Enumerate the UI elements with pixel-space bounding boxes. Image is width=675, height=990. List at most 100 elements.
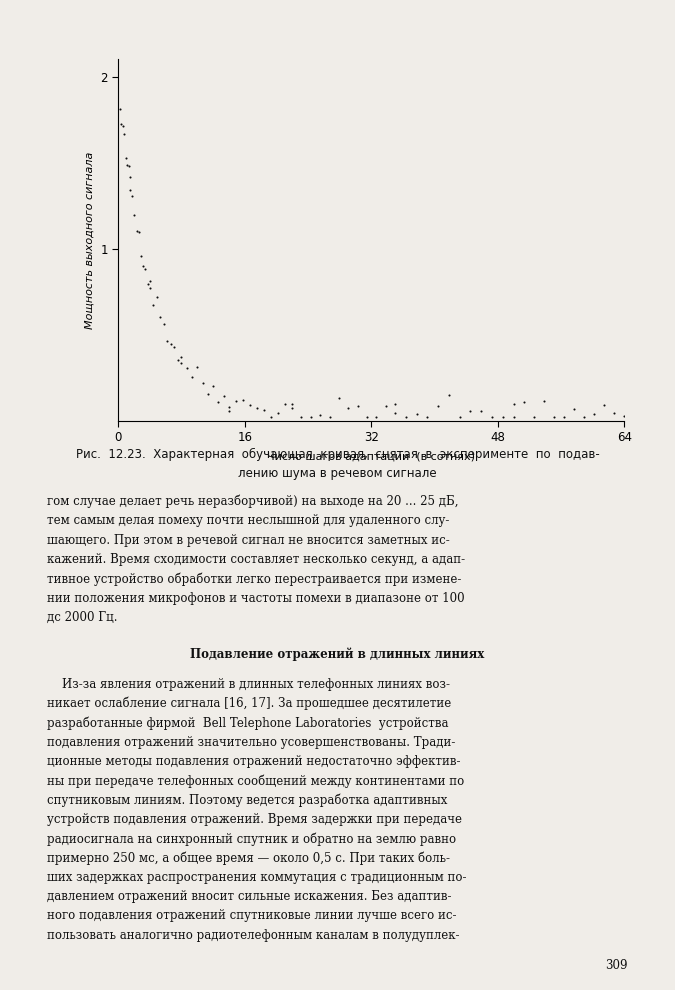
Text: гом случае делает речь неразборчивой) на выходе на 20 ... 25 дБ,: гом случае делает речь неразборчивой) на… (47, 495, 459, 509)
Point (223, 399, 234, 415)
Point (144, 273, 155, 289)
Point (609, 405, 620, 421)
Point (443, 387, 454, 403)
Point (315, 407, 325, 423)
Point (138, 257, 148, 273)
Point (140, 260, 151, 276)
Text: Рис.  12.23.  Характерная  обучающая  кривая,  снятая  в  эксперименте  по  пода: Рис. 12.23. Характерная обучающая кривая… (76, 447, 599, 460)
Text: тивное устройство обработки легко перестраивается при измене-: тивное устройство обработки легко перест… (47, 572, 462, 586)
Point (186, 368, 197, 384)
Text: шающего. При этом в речевой сигнал не вносится заметных ис-: шающего. При этом в речевой сигнал не вн… (47, 534, 450, 546)
Point (125, 169, 136, 185)
Point (148, 297, 159, 313)
Point (134, 225, 144, 241)
Point (244, 397, 255, 413)
Point (508, 410, 519, 426)
Text: лению шума в речевом сигнале: лению шума в речевом сигнале (238, 467, 437, 480)
Point (230, 393, 241, 409)
Point (487, 410, 497, 426)
Point (273, 405, 284, 421)
X-axis label: Число шагов адаптации  (в сотнях): Число шагов адаптации (в сотнях) (267, 451, 475, 461)
Point (371, 410, 381, 426)
Y-axis label: Мощность выходного сигнала: Мощность выходного сигнала (84, 151, 95, 329)
Point (114, 101, 125, 117)
Text: подавления отражений значительно усовершенствованы. Тради-: подавления отражений значительно усоверш… (47, 736, 456, 748)
Point (223, 403, 234, 419)
Point (422, 410, 433, 426)
Point (266, 410, 277, 426)
Text: никает ослабление сигнала [16, 17]. За прошедшее десятилетие: никает ослабление сигнала [16, 17]. За п… (47, 697, 452, 711)
Point (559, 409, 570, 425)
Point (508, 396, 519, 412)
Point (352, 399, 363, 415)
Point (238, 392, 248, 408)
Point (589, 406, 599, 422)
Point (169, 339, 180, 354)
Point (400, 410, 411, 426)
Text: спутниковым линиям. Поэтому ведется разработка адаптивных: спутниковым линиям. Поэтому ведется разр… (47, 794, 448, 807)
Text: давлением отражений вносит сильные искажения. Без адаптив-: давлением отражений вносит сильные искаж… (47, 890, 452, 903)
Text: дс 2000 Гц.: дс 2000 Гц. (47, 611, 117, 624)
Point (120, 150, 131, 166)
Text: кажений. Время сходимости составляет несколько секунд, а адап-: кажений. Время сходимости составляет нес… (47, 552, 465, 566)
Point (192, 359, 202, 375)
Point (125, 182, 136, 198)
Point (123, 157, 134, 173)
Point (127, 188, 138, 204)
Text: устройств подавления отражений. Время задержки при передаче: устройств подавления отражений. Время за… (47, 813, 462, 826)
Text: ционные методы подавления отражений недостаточно эффектив-: ционные методы подавления отражений недо… (47, 754, 461, 768)
Point (529, 410, 539, 426)
Point (454, 410, 465, 426)
Point (208, 378, 219, 394)
Point (162, 334, 173, 349)
Point (476, 403, 487, 419)
Point (129, 207, 140, 223)
Text: разработанные фирмой  Bell Telephone Laboratories  устройства: разработанные фирмой Bell Telephone Labo… (47, 717, 449, 730)
Point (116, 116, 127, 132)
Text: пользовать аналогично радиотелефонным каналам в полудуплек-: пользовать аналогично радиотелефонным ка… (47, 929, 460, 941)
Point (549, 409, 560, 425)
Point (142, 276, 153, 292)
Text: 309: 309 (605, 959, 628, 972)
Point (279, 397, 290, 413)
Point (252, 400, 263, 416)
Point (380, 398, 391, 414)
Point (136, 248, 146, 264)
Point (333, 390, 344, 406)
Text: примерно 250 мс, а общее время — около 0,5 с. При таких боль-: примерно 250 мс, а общее время — около 0… (47, 851, 450, 865)
Point (176, 354, 187, 370)
Text: Из-за явления отражений в длинных телефонных линиях воз-: Из-за явления отражений в длинных телефо… (47, 677, 450, 691)
Point (389, 396, 400, 412)
Point (259, 402, 269, 418)
Point (389, 405, 400, 421)
Point (155, 309, 166, 325)
Point (122, 157, 132, 173)
Text: нии положения микрофонов и частоты помехи в диапазоне от 100: нии положения микрофонов и частоты помех… (47, 592, 465, 605)
Point (578, 410, 589, 426)
Point (411, 406, 422, 422)
Point (306, 410, 317, 426)
Point (119, 127, 130, 143)
Text: ного подавления отражений спутниковые линии лучше всего ис-: ного подавления отражений спутниковые ли… (47, 909, 457, 923)
Point (197, 375, 208, 391)
Text: ших задержках распространения коммутация с традиционным по-: ших задержках распространения коммутация… (47, 871, 466, 884)
Point (287, 400, 298, 416)
Point (343, 400, 354, 416)
Point (287, 396, 298, 412)
Point (497, 410, 508, 426)
Point (202, 386, 213, 402)
Point (324, 409, 335, 425)
Text: тем самым делая помеху почти неслышной для удаленного слу-: тем самым делая помеху почти неслышной д… (47, 515, 450, 528)
Point (144, 280, 155, 296)
Point (539, 394, 549, 410)
Point (465, 403, 476, 419)
Text: Подавление отражений в длинных линиях: Подавление отражений в длинных линиях (190, 648, 485, 661)
Text: радиосигнала на синхронный спутник и обратно на землю равно: радиосигнала на синхронный спутник и обр… (47, 832, 456, 845)
Point (131, 223, 142, 239)
Point (518, 394, 529, 410)
Point (159, 316, 169, 332)
Point (213, 394, 223, 410)
Text: ны при передаче телефонных сообщений между континентами по: ны при передаче телефонных сообщений меж… (47, 774, 464, 788)
Point (568, 402, 579, 418)
Point (362, 410, 373, 426)
